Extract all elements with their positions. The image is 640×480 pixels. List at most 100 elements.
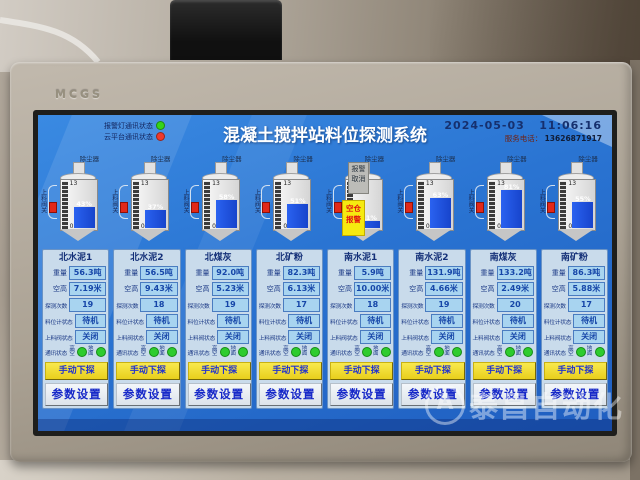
silo-scale [132,181,139,229]
comm-status-row: 通讯状态 高空 地面 [188,345,249,359]
empty-height-row-label: 空高 [266,285,281,293]
service-phone-label: 服务电话： [504,134,543,143]
comm-ground-label: 地面 [159,345,165,357]
valve-status-row-label: 上料阀状态 [330,335,358,342]
comm-status-label: 通讯状态 [116,350,139,357]
gauge-status-row-label: 料位计状态 [45,319,73,326]
valve-status-row-label: 上料阀状态 [116,335,144,342]
probe-count-row: 探测次数 19 [45,297,107,313]
empty-height-row: 空高 4.66米 [401,281,463,297]
silo-graphic: 除尘器 13 0 81% 上料阀关 [467,155,531,245]
cloud-comm-indicator: 云平台通讯状态 [104,131,165,142]
manual-probe-button[interactable]: 手动下探 [258,362,322,380]
probe-count-row-label: 探测次数 [472,303,495,310]
background-right-edge [630,60,640,480]
empty-height-row: 空高 7.19米 [45,281,107,297]
alarm-cancel-button[interactable]: 报警取消 [348,162,369,194]
comm-ground-dot [380,347,391,357]
scale-top-number: 13 [283,180,292,187]
probe-count-row-label: 探测次数 [187,303,210,310]
comm-high-dot [77,347,88,357]
silo-graphic: 除尘器 13 0 43% 上料阀关 [40,155,104,245]
weight-row-value: 56.3吨 [69,266,107,280]
empty-height-row-value: 7.19米 [69,282,107,296]
empty-height-row-label: 空高 [195,285,210,293]
valve-status-row-value: 关闭 [502,330,534,344]
empty-height-row: 空高 6.13米 [259,281,320,297]
weight-row: 重量 56.5吨 [116,265,178,281]
comm-high-label: 高空 [140,345,147,357]
scale-bottom-number: 0 [212,223,216,230]
param-settings-button[interactable]: 参数设置 [45,383,109,406]
white-cable [0,17,101,64]
comm-status-row: 通讯状态 高空 地面 [330,345,391,359]
empty-height-row-value: 5.23米 [211,282,249,296]
scale-bottom-number: 0 [497,223,501,230]
empty-height-row-label: 空高 [53,285,68,293]
comm-status-label: 通讯状态 [187,350,210,357]
comm-status-row: 通讯状态 高空 地面 [259,345,320,359]
comm-ground-dot [167,347,178,357]
duster-label: 除尘器 [435,155,456,163]
manual-probe-button[interactable]: 手动下探 [401,362,465,380]
empty-height-row: 空高 9.43米 [116,281,178,297]
manual-probe-button[interactable]: 手动下探 [116,362,180,380]
comm-ground-group: 地面 [301,346,320,358]
hmi-panel: MCGS 报警灯通讯状态 云平台通讯状态 混凝土搅拌站料位探测系统 2024-0… [10,62,632,462]
probe-count-row-label: 探测次数 [401,303,424,310]
probe-count-row-label: 探测次数 [45,303,68,310]
comm-high-label: 高空 [69,345,75,357]
screen-bottom-strip [38,419,612,431]
param-settings-button[interactable]: 参数设置 [543,383,607,406]
comm-high-label: 高空 [425,345,432,357]
probe-count-row-value: 19 [69,298,107,312]
comm-ground-group: 地面 [515,346,534,358]
comm-high-label: 高空 [354,345,360,357]
comm-ground-group: 地面 [444,346,463,358]
weight-row-label: 重量 [338,269,353,277]
feed-valve-label: 上料阀关 [110,189,118,213]
manual-probe-button[interactable]: 手动下探 [187,362,251,380]
gauge-status-row-label: 料位计状态 [401,319,429,326]
gauge-status-row: 料位计状态 待机 [473,313,534,329]
silo-fill-level [572,202,594,228]
comm-high-group: 高空 [497,346,516,358]
empty-height-row: 空高 5.23米 [188,281,249,297]
material-name: 北水泥2 [130,253,164,263]
manual-probe-button[interactable]: 手动下探 [472,362,536,380]
probe-count-row-label: 探测次数 [116,303,139,310]
probe-count-row-value: 18 [354,298,392,312]
duster-label: 除尘器 [364,155,385,163]
empty-height-row-value: 5.88米 [567,282,605,296]
comm-high-group: 高空 [568,346,587,358]
param-settings-button[interactable]: 参数设置 [330,383,394,406]
material-column: 北煤灰 重量 92.0吨 空高 5.23米 探测次数 19 料位计状态 待机 上料阀状态 关闭 通讯状… [184,249,252,409]
valve-status-row: 上料阀状态 关闭 [473,329,534,345]
empty-height-row-label: 空高 [338,285,353,293]
param-settings-button[interactable]: 参数设置 [258,383,322,406]
comm-ground-group: 地面 [230,346,249,358]
param-settings-button[interactable]: 参数设置 [401,383,465,406]
manual-probe-button[interactable]: 手动下探 [45,362,109,380]
param-settings-button[interactable]: 参数设置 [116,383,180,406]
param-settings-button[interactable]: 参数设置 [472,383,536,406]
material-columns-row: 北水泥1 重量 56.3吨 空高 7.19米 探测次数 19 料位计状态 待机 上料阀状态 关闭 通讯… [42,249,608,409]
gauge-status-row: 料位计状态 待机 [259,313,320,329]
weight-row: 重量 133.2吨 [473,265,534,281]
valve-status-row: 上料阀状态 关闭 [544,329,605,345]
manual-probe-button[interactable]: 手动下探 [330,362,394,380]
valve-status-row-value: 关闭 [573,330,605,344]
silo-fill-level [73,207,95,228]
empty-height-row-value: 10.00米 [354,282,392,296]
feed-valve-indicator [191,202,200,213]
comm-ground-group: 地面 [88,346,107,358]
manual-probe-button[interactable]: 手动下探 [543,362,607,380]
feed-valve-label: 上料阀关 [467,189,475,213]
comm-ground-dot [594,347,605,357]
silo-scale [560,181,567,229]
silo-scale [275,181,282,229]
silo-cone [130,229,167,241]
param-settings-button[interactable]: 参数设置 [187,383,251,406]
gauge-status-row-label: 料位计状态 [330,319,358,326]
feed-valve-indicator [333,202,342,213]
